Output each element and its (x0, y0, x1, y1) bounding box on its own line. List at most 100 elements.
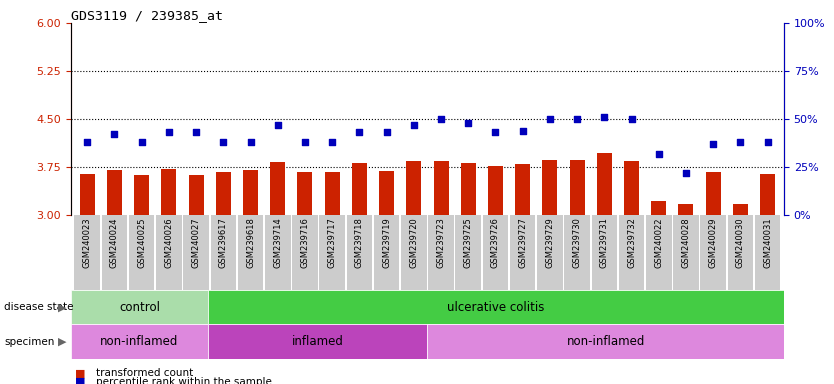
Bar (515, 164, 530, 215)
FancyBboxPatch shape (565, 215, 590, 290)
Bar (460, 162, 475, 215)
Point (706, 141, 720, 147)
Text: GSM240029: GSM240029 (709, 217, 718, 268)
Bar (107, 170, 122, 215)
Point (353, 129, 366, 136)
Bar (488, 166, 503, 215)
FancyBboxPatch shape (673, 215, 699, 290)
Point (299, 139, 312, 145)
Text: GSM239725: GSM239725 (464, 217, 473, 268)
FancyBboxPatch shape (701, 215, 726, 290)
FancyBboxPatch shape (347, 215, 372, 290)
Text: specimen: specimen (4, 337, 54, 347)
Text: GSM239727: GSM239727 (518, 217, 527, 268)
Point (135, 139, 148, 145)
FancyBboxPatch shape (183, 215, 208, 290)
Point (108, 131, 121, 137)
Text: GSM240026: GSM240026 (164, 217, 173, 268)
Text: non-inflamed: non-inflamed (566, 335, 645, 348)
Bar (162, 169, 176, 215)
Text: GSM240025: GSM240025 (137, 217, 146, 268)
Point (680, 170, 693, 176)
Bar (71, 290, 208, 324)
Point (217, 139, 230, 145)
FancyBboxPatch shape (646, 215, 671, 290)
FancyBboxPatch shape (374, 215, 399, 290)
Point (162, 129, 175, 136)
Text: GSM239729: GSM239729 (545, 217, 555, 268)
Bar (243, 170, 258, 215)
FancyBboxPatch shape (755, 215, 781, 290)
FancyBboxPatch shape (319, 215, 345, 290)
Text: control: control (119, 301, 160, 314)
Point (325, 139, 339, 145)
Text: GSM240031: GSM240031 (763, 217, 772, 268)
Point (598, 114, 611, 120)
Bar (624, 161, 639, 215)
Text: ▶: ▶ (58, 337, 67, 347)
Bar (71, 324, 208, 359)
Point (461, 120, 475, 126)
Text: percentile rank within the sample: percentile rank within the sample (96, 377, 272, 384)
FancyBboxPatch shape (210, 215, 236, 290)
Text: disease state: disease state (4, 302, 73, 312)
Point (81, 139, 94, 145)
Bar (651, 201, 666, 215)
Text: ■: ■ (75, 377, 86, 384)
FancyBboxPatch shape (483, 215, 508, 290)
FancyBboxPatch shape (510, 215, 535, 290)
Text: GSM240023: GSM240023 (83, 217, 92, 268)
Bar (542, 160, 557, 215)
Point (516, 127, 530, 134)
Bar (427, 324, 784, 359)
Text: GSM240022: GSM240022 (654, 217, 663, 268)
Point (543, 116, 556, 122)
Text: GSM239714: GSM239714 (274, 217, 282, 268)
Point (435, 116, 448, 122)
FancyBboxPatch shape (292, 215, 318, 290)
Text: GSM240028: GSM240028 (681, 217, 691, 268)
Bar (324, 172, 339, 215)
Bar (706, 172, 721, 215)
Text: GSM239723: GSM239723 (436, 217, 445, 268)
FancyBboxPatch shape (428, 215, 454, 290)
Text: ■: ■ (75, 368, 86, 378)
Point (489, 129, 502, 136)
FancyBboxPatch shape (74, 215, 100, 290)
Text: GSM239726: GSM239726 (491, 217, 500, 268)
FancyBboxPatch shape (455, 215, 481, 290)
Bar (188, 175, 203, 215)
Point (189, 129, 203, 136)
Bar (760, 174, 775, 215)
FancyBboxPatch shape (401, 215, 427, 290)
Text: GSM239720: GSM239720 (409, 217, 419, 268)
Text: inflamed: inflamed (292, 335, 344, 348)
Bar (570, 160, 585, 215)
Bar (208, 324, 427, 359)
FancyBboxPatch shape (591, 215, 617, 290)
Point (271, 122, 284, 128)
Point (570, 116, 584, 122)
Point (380, 129, 394, 136)
FancyBboxPatch shape (265, 215, 290, 290)
Text: GSM239617: GSM239617 (219, 217, 228, 268)
Text: GSM239717: GSM239717 (328, 217, 337, 268)
Text: GSM239719: GSM239719 (382, 217, 391, 268)
Text: GSM240027: GSM240027 (192, 217, 201, 268)
FancyBboxPatch shape (619, 215, 645, 290)
Bar (733, 204, 748, 215)
Text: GSM239730: GSM239730 (573, 217, 581, 268)
Point (734, 139, 747, 145)
Text: ulcerative colitis: ulcerative colitis (447, 301, 545, 314)
Point (407, 122, 420, 128)
Text: GSM239731: GSM239731 (600, 217, 609, 268)
Bar (134, 175, 149, 215)
FancyBboxPatch shape (537, 215, 563, 290)
Bar (216, 172, 231, 215)
Bar (208, 290, 784, 324)
Text: transformed count: transformed count (96, 368, 193, 378)
Text: GSM239716: GSM239716 (300, 217, 309, 268)
Text: non-inflamed: non-inflamed (100, 335, 178, 348)
Bar (679, 204, 693, 215)
FancyBboxPatch shape (238, 215, 264, 290)
